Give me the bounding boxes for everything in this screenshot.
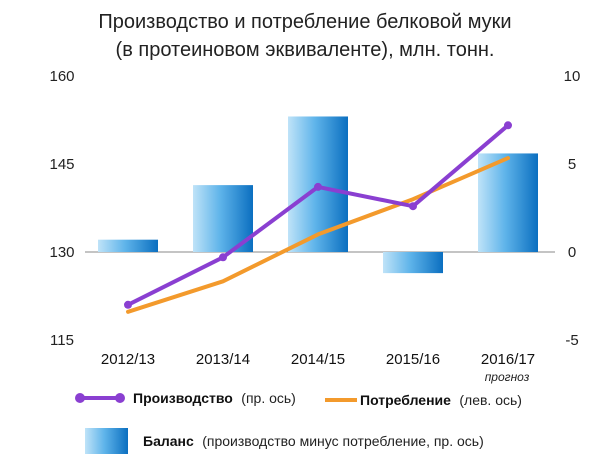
legend-production-name: Производство bbox=[133, 390, 233, 406]
legend-balance-name: Баланс bbox=[143, 433, 194, 449]
category-labels: 2012/13 2013/14 2014/15 2015/16 2016/17 bbox=[101, 351, 535, 368]
production-point bbox=[504, 121, 512, 130]
category-label: 2014/15 bbox=[291, 351, 345, 368]
category-label: 2012/13 bbox=[101, 351, 155, 368]
left-axis-tick-label: 145 bbox=[49, 156, 74, 173]
right-axis-ticks: -5 0 5 10 bbox=[564, 68, 581, 349]
left-axis-tick-label: 160 bbox=[49, 68, 74, 85]
balance-bar bbox=[478, 153, 538, 252]
forecast-note: прогноз bbox=[485, 370, 530, 384]
chart-title: Производство и потребление белковой муки bbox=[98, 11, 511, 33]
left-axis-tick-label: 130 bbox=[49, 244, 74, 261]
legend: Производство (пр. ось) Потребление (лев.… bbox=[75, 390, 522, 454]
category-label: 2015/16 bbox=[386, 351, 440, 368]
legend-production-label: Производство (пр. ось) bbox=[133, 390, 296, 407]
legend-production-desc: (пр. ось) bbox=[241, 390, 296, 406]
legend-balance-desc: (производство минус потребление, пр. ось… bbox=[202, 433, 484, 449]
balance-bar bbox=[383, 252, 443, 274]
balance-bar bbox=[98, 239, 158, 252]
right-axis-tick-label: 5 bbox=[568, 156, 576, 173]
production-point bbox=[409, 202, 417, 211]
legend-production-marker bbox=[115, 393, 125, 403]
category-label: 2013/14 bbox=[196, 351, 250, 368]
balance-bars bbox=[98, 116, 538, 274]
legend-balance-swatch bbox=[85, 428, 128, 454]
left-axis-ticks: 115 130 145 160 bbox=[49, 68, 74, 349]
legend-consumption-desc: (лев. ось) bbox=[459, 392, 522, 408]
legend-consumption-label: Потребление (лев. ось) bbox=[360, 392, 522, 409]
legend-consumption-name: Потребление bbox=[360, 392, 451, 408]
right-axis-tick-label: 10 bbox=[564, 68, 581, 85]
legend-balance-label: Баланс (производство минус потребление, … bbox=[143, 433, 484, 450]
production-point bbox=[314, 182, 322, 191]
left-axis-tick-label: 115 bbox=[50, 332, 74, 349]
production-point bbox=[124, 300, 132, 309]
legend-production-marker bbox=[75, 393, 85, 403]
chart-subtitle: (в протеиновом эквиваленте), млн. тонн. bbox=[116, 39, 495, 61]
right-axis-tick-label: 0 bbox=[568, 244, 576, 261]
series-lines bbox=[124, 121, 512, 314]
right-axis-tick-label: -5 bbox=[565, 332, 578, 349]
production-point bbox=[219, 253, 227, 262]
category-label: 2016/17 bbox=[481, 351, 535, 368]
consumption-line bbox=[126, 156, 510, 314]
